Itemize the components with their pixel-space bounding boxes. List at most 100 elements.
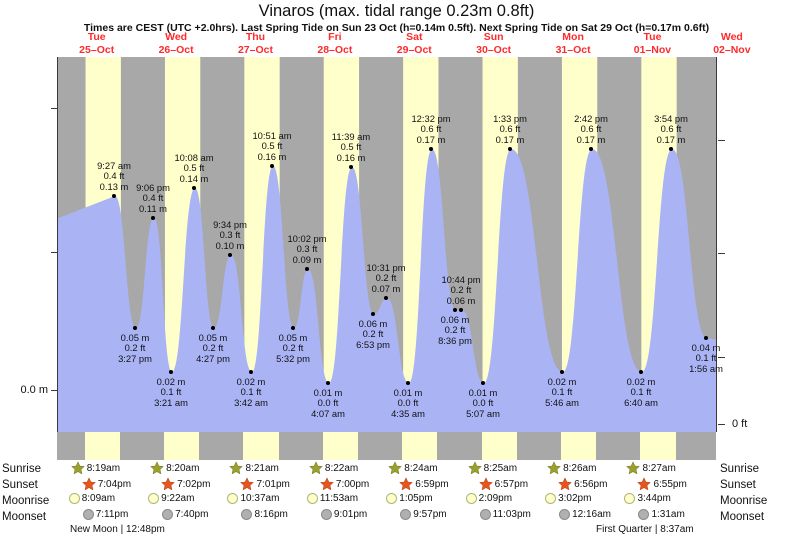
day-weekday: Mon — [562, 31, 584, 43]
high-tide-label-line: 0.10 m — [215, 239, 245, 251]
low-tide-label-line: 0.02 m — [626, 376, 656, 387]
sunrise-star-icon — [547, 461, 561, 475]
low-tide-label-line: 5:32 pm — [276, 352, 310, 364]
high-tide-marker-9 — [458, 307, 464, 313]
high-tide-label-line: 0.5 ft — [340, 141, 362, 153]
moonrise-cell-4: 1:05pm — [386, 493, 433, 504]
high-tide-label-4: 10:51 am 0.5 ft 0.16 m — [232, 130, 312, 162]
high-tide-label-2: 10:08 am 0.5 ft 0.14 m — [154, 152, 234, 184]
low-tide-label-line: 0.01 m — [393, 387, 423, 398]
right-axis-line — [716, 57, 718, 432]
day-date: 31–Oct — [555, 43, 591, 56]
sunset-cell-5-time: 6:57pm — [494, 478, 529, 490]
tide-curve-svg — [58, 57, 717, 432]
low-tide-label-line: 1:56 am — [689, 362, 723, 374]
y-axis-label-right: 0 ft — [732, 418, 748, 430]
moonrise-cell-4-time: 1:05pm — [399, 493, 433, 504]
sunrise-star-icon — [309, 461, 323, 475]
low-tide-label-line: 6:53 pm — [356, 338, 390, 350]
high-tide-label-line: 0.6 ft — [580, 123, 602, 135]
low-tide-marker-1 — [168, 369, 174, 375]
moonset-circle-icon — [320, 509, 332, 520]
daystrip-night-base — [57, 432, 716, 460]
high-tide-label-line: 0.5 ft — [183, 162, 205, 174]
day-date: 29–Oct — [396, 43, 432, 56]
high-tide-label-line: 10:31 pm — [366, 261, 406, 273]
low-tide-label-2: 0.05 m 0.2 ft 4:27 pm — [173, 332, 253, 364]
low-tide-marker-7 — [405, 380, 411, 386]
low-tide-label-line: 0.1 ft — [240, 386, 262, 398]
high-tide-label-line: 12:32 pm — [411, 112, 451, 124]
page-title: Vinaros (max. tidal range 0.23m 0.8ft) — [258, 2, 535, 20]
high-tide-label-line: 0.2 ft — [375, 272, 397, 284]
day-weekday: Wed — [165, 31, 188, 43]
sunrise-star-icon — [388, 461, 403, 475]
day-weekday: Tue — [87, 31, 106, 43]
low-tide-marker-12 — [703, 335, 709, 341]
row-label-sunset-right: Sunset — [720, 479, 756, 491]
high-tide-marker-10 — [507, 146, 513, 152]
day-weekday: Wed — [720, 31, 743, 43]
row-label-moonset-left: Moonset — [2, 511, 47, 523]
low-tide-label-8: 0.06 m 0.2 ft 8:36 pm — [415, 314, 495, 346]
sunrise-star-icon — [229, 461, 244, 475]
moonset-cell-5-time: 11:03pm — [492, 509, 531, 520]
sunrise-star-icon — [150, 461, 164, 475]
moonset-circle-icon — [479, 509, 491, 520]
low-tide-label-line: 0.01 m — [468, 387, 498, 398]
sunrise-star-icon — [467, 461, 482, 475]
page-subtitle: Times are CEST (UTC +2.0hrs). Last Sprin… — [83, 22, 710, 34]
sunrise-cell-3-time: 8:22am — [324, 462, 359, 474]
moonrise-circle-icon — [386, 493, 398, 504]
high-tide-label-line: 11:39 am — [331, 130, 371, 142]
low-tide-label-line: 4:35 am — [391, 407, 425, 419]
high-tide-label-9: 10:44 pm 0.2 ft 0.06 m — [421, 274, 501, 306]
moonset-cell-2-time: 8:16pm — [254, 509, 288, 520]
moonrise-cell-1-time: 9:22am — [161, 493, 195, 504]
day-header-wed-1: Wed 26–Oct — [131, 31, 221, 56]
sunrise-star-icon — [626, 461, 641, 475]
moonrise-cell-1: 9:22am — [148, 493, 194, 504]
moonset-cell-7-time: 1:31am — [651, 509, 685, 520]
day-date: 25–Oct — [79, 43, 115, 56]
low-tide-label-line: 0.02 m — [156, 376, 186, 387]
low-tide-label-1: 0.02 m 0.1 ft 3:21 am — [131, 376, 211, 408]
sunrise-cell-6-time: 8:26am — [563, 462, 597, 474]
low-tide-label-3: 0.02 m 0.1 ft 3:42 am — [211, 376, 291, 408]
high-tide-label-line: 0.16 m — [336, 151, 366, 163]
high-tide-marker-1 — [150, 215, 156, 221]
daystrip-daylight-1 — [163, 432, 200, 460]
sunrise-cell-2-time: 8:21am — [245, 462, 279, 474]
daystrip-daylight-6 — [560, 432, 597, 460]
moonset-cell-4: 9:57pm — [400, 509, 447, 520]
day-header-mon-6: Mon 31–Oct — [528, 31, 618, 56]
moonrise-circle-icon — [227, 493, 239, 504]
high-tide-label-line: 2:42 pm — [574, 112, 608, 124]
day-weekday: Fri — [328, 31, 342, 43]
low-tide-label-line: 5:07 am — [466, 407, 500, 419]
moon-phase-new-moon: New Moon | 12:48pm — [70, 524, 165, 535]
high-tide-label-0: 9:27 am 0.4 ft 0.13 m — [74, 159, 154, 192]
daystrip-daylight-0 — [84, 432, 120, 460]
high-tide-label-line: 0.6 ft — [420, 123, 442, 135]
high-tide-label-line: 0.14 m — [179, 172, 209, 184]
day-date: 28–Oct — [317, 43, 353, 56]
high-tide-label-line: 9:27 am — [97, 159, 131, 171]
high-tide-marker-11 — [588, 146, 594, 152]
high-tide-marker-0 — [111, 193, 117, 199]
low-tide-label-12: 0.04 m 0.1 ft 1:56 am — [666, 342, 746, 374]
sunset-cell-7-time: 6:55pm — [653, 478, 687, 490]
high-tide-marker-4 — [269, 163, 275, 169]
sunset-star-icon — [240, 477, 255, 491]
day-weekday: Tue — [643, 31, 662, 43]
row-label-sunrise-left: Sunrise — [2, 463, 41, 475]
y-tick-right-2 — [718, 357, 725, 359]
high-tide-label-8: 12:32 pm 0.6 ft 0.17 m — [391, 112, 471, 145]
daystrip-daylight-5 — [481, 432, 517, 460]
day-header-fri-3: Fri 28–Oct — [290, 31, 380, 56]
high-tide-label-12: 3:54 pm 0.6 ft 0.17 m — [631, 113, 711, 145]
high-tide-label-line: 0.17 m — [416, 133, 446, 145]
sunrise-cell-5-time: 8:25am — [483, 462, 518, 474]
day-header-sat-4: Sat 29–Oct — [369, 31, 459, 56]
sunset-star-icon — [81, 477, 96, 491]
